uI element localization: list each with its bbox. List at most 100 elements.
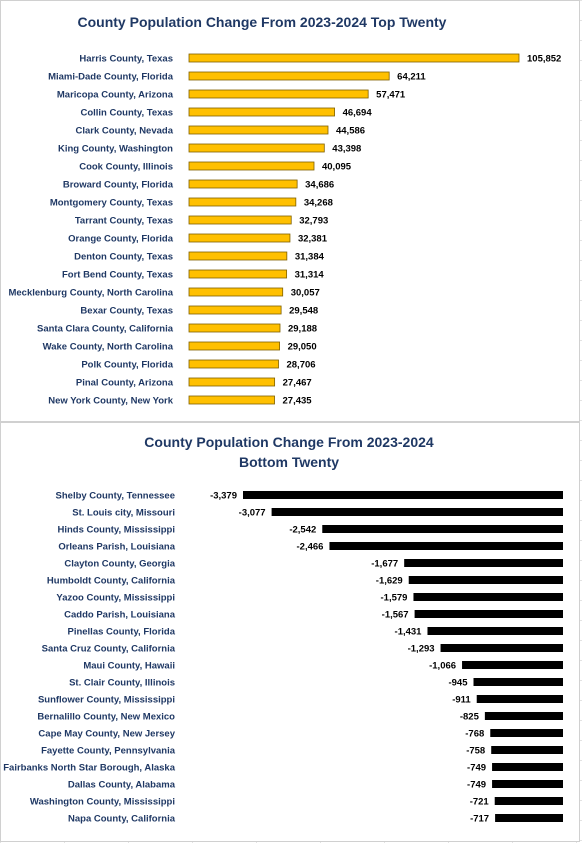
bottom-bar	[440, 644, 563, 652]
bottom-bar	[427, 627, 563, 635]
top-value-label: 30,057	[291, 288, 320, 299]
top-category-label: Fort Bend County, Texas	[62, 270, 173, 281]
bottom-value-label: -749	[467, 780, 486, 791]
top-bar	[188, 359, 279, 369]
top-value-label: 34,268	[304, 198, 333, 209]
top-category-label: Pinal County, Arizona	[76, 378, 174, 389]
top-value-label: 44,586	[336, 126, 365, 137]
bottom-category-label: Shelby County, Tennessee	[56, 491, 175, 502]
bottom-bar	[404, 559, 563, 567]
bottom-bars-group: Shelby County, Tennessee -3,379 St. Louis …	[3, 491, 563, 825]
bottom-value-label: -3,077	[239, 508, 266, 519]
top-category-label: Collin County, Texas	[80, 108, 173, 119]
top-bar	[188, 287, 284, 297]
bottom-bar	[495, 814, 563, 822]
top-value-label: 27,467	[283, 378, 312, 389]
bottom-category-label: Caddo Parish, Louisiana	[64, 610, 176, 621]
bottom-bar	[329, 542, 563, 550]
top-category-label: Santa Clara County, California	[37, 324, 174, 335]
bottom-category-label: Pinellas County, Florida	[67, 627, 175, 638]
top-value-label: 29,548	[289, 306, 318, 317]
top-category-label: Wake County, North Carolina	[43, 342, 174, 353]
bottom-bar	[462, 661, 563, 669]
bottom-value-label: -1,431	[395, 627, 423, 638]
bottom-bar	[492, 780, 563, 788]
bottom-value-label: -1,629	[376, 576, 403, 587]
top-value-label: 105,852	[527, 54, 561, 65]
top-category-label: Denton County, Texas	[74, 252, 173, 263]
top-bars-group: Harris County, Texas 105,852 Miami-Dade Co…	[8, 54, 561, 407]
bottom-value-label: -1,066	[429, 661, 456, 672]
top-category-label: Tarrant County, Texas	[75, 216, 173, 227]
top-value-label: 32,793	[299, 216, 328, 227]
top-category-label: Montgomery County, Texas	[50, 198, 173, 209]
bottom-value-label: -3,379	[210, 491, 237, 502]
top-bar	[188, 179, 298, 189]
bottom-value-label: -1,677	[371, 559, 398, 570]
bottom-category-label: Maui County, Hawaii	[83, 661, 175, 672]
top-value-label: 28,706	[286, 360, 315, 371]
top-bar	[188, 53, 520, 63]
bottom-category-label: Humboldt County, California	[47, 576, 176, 587]
bottom-value-label: -749	[467, 763, 486, 774]
top-bar	[188, 251, 288, 261]
bottom-category-label: Fairbanks North Star Borough, Alaska	[3, 763, 175, 774]
top-value-label: 31,384	[295, 252, 325, 263]
top-bar	[188, 197, 297, 207]
bottom-value-label: -945	[448, 678, 468, 689]
top-category-label: Polk County, Florida	[81, 360, 173, 371]
top-value-label: 64,211	[397, 72, 426, 83]
bottom-twenty-chart: County Population Change From 2023-2024 …	[0, 422, 580, 842]
top-value-label: 27,435	[283, 396, 313, 407]
top-bar	[188, 161, 315, 171]
top-category-label: King County, Washington	[58, 144, 173, 155]
bottom-category-label: Clayton County, Georgia	[64, 559, 175, 570]
bottom-bar	[414, 610, 563, 618]
top-bar	[188, 71, 390, 81]
top-category-label: New York County, New York	[48, 396, 173, 407]
top-value-label: 46,694	[343, 108, 373, 119]
bottom-value-label: -717	[470, 814, 489, 825]
bottom-value-label: -768	[465, 729, 484, 740]
bottom-chart-title-line1: County Population Change From 2023-2024	[144, 434, 434, 450]
top-bar	[188, 377, 276, 387]
top-category-label: Mecklenburg County, North Carolina	[8, 288, 173, 299]
bottom-category-label: Yazoo County, Mississippi	[56, 593, 175, 604]
top-bar	[188, 341, 280, 351]
bottom-bar	[492, 763, 563, 771]
bottom-category-label: Cape May County, New Jersey	[38, 729, 175, 740]
top-category-label: Bexar County, Texas	[80, 306, 173, 317]
bottom-value-label: -721	[470, 797, 490, 808]
bottom-bar	[408, 576, 563, 584]
bottom-bar	[413, 593, 563, 601]
top-bar	[188, 215, 292, 225]
bottom-bar	[484, 712, 563, 720]
top-bar	[188, 233, 291, 243]
top-category-label: Orange County, Florida	[68, 234, 174, 245]
top-category-label: Cook County, Illinois	[79, 162, 173, 173]
bottom-category-label: Dallas County, Alabama	[68, 780, 176, 791]
top-category-label: Harris County, Texas	[79, 54, 173, 65]
top-value-label: 32,381	[298, 234, 328, 245]
bottom-category-label: Orleans Parish, Louisiana	[58, 542, 175, 553]
bottom-bar	[473, 678, 563, 686]
top-twenty-chart: County Population Change From 2023-2024 …	[0, 0, 580, 422]
top-value-label: 34,686	[305, 180, 334, 191]
top-category-label: Broward County, Florida	[63, 180, 174, 191]
bottom-value-label: -1,293	[408, 644, 435, 655]
bottom-value-label: -2,466	[297, 542, 324, 553]
bottom-category-label: Fayette County, Pennsylvania	[41, 746, 176, 757]
bottom-bar	[494, 797, 563, 805]
bottom-value-label: -911	[452, 695, 471, 706]
top-category-label: Clark County, Nevada	[76, 126, 174, 137]
bottom-category-label: Sunflower County, Mississippi	[38, 695, 175, 706]
top-twenty-chart-svg: County Population Change From 2023-2024 …	[8, 14, 561, 407]
top-value-label: 31,314	[295, 270, 325, 281]
top-value-label: 40,095	[322, 162, 352, 173]
bottom-value-label: -2,542	[289, 525, 316, 536]
top-value-label: 57,471	[376, 90, 406, 101]
top-bar	[188, 305, 282, 315]
top-category-label: Miami-Dade County, Florida	[48, 72, 174, 83]
top-bar	[188, 89, 369, 99]
bottom-bar	[322, 525, 563, 533]
